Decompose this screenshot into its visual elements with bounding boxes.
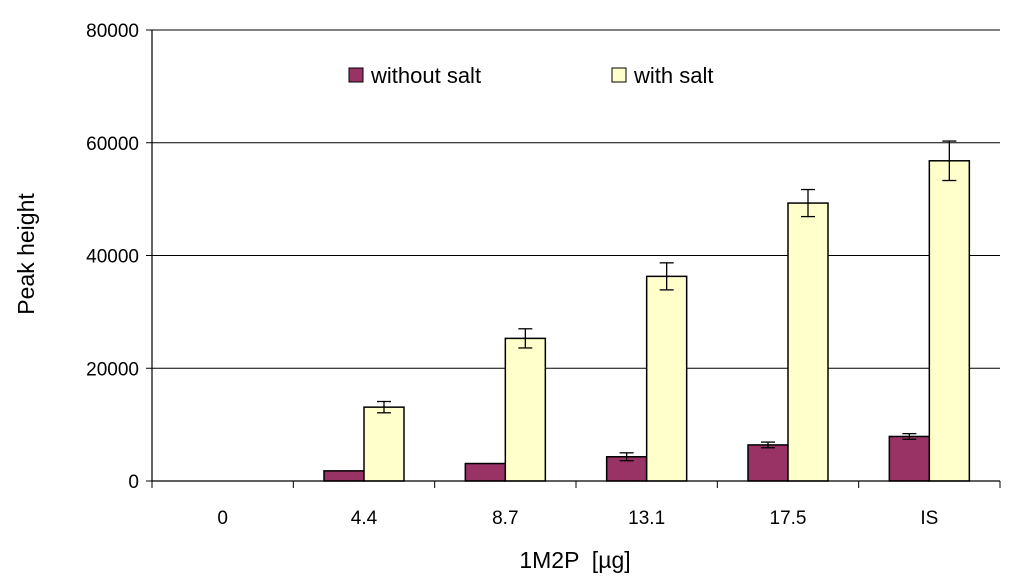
legend: without salt with salt [348, 63, 713, 88]
bars [323, 140, 971, 482]
bar-without-salt-8_7 [464, 462, 507, 482]
y-axis-title: Peak height [13, 193, 39, 315]
y-tick-label: 0 [128, 472, 139, 493]
gridlines [152, 29, 1000, 369]
x-tick-label: 17.5 [770, 508, 807, 529]
y-tick-label: 40000 [86, 247, 139, 268]
bar-with-salt-13_1 [645, 275, 688, 482]
bar-with-salt-4_4 [363, 406, 405, 482]
bar-without-salt-4_4 [323, 470, 365, 482]
legend-label-without-salt: without salt [370, 63, 481, 88]
x-tick-label: 4.4 [351, 508, 378, 529]
axes: 0 20000 40000 60000 80000 0 4.4 8.7 13.1 17.5 IS [86, 21, 1001, 529]
bar-with-salt-17_5 [787, 202, 829, 482]
bar-with-salt-8_7 [504, 337, 547, 482]
legend-swatch-without-salt [348, 67, 364, 83]
x-tick-label: 8.7 [492, 508, 518, 529]
x-tick-label: 0 [217, 508, 228, 529]
y-tick-label: 60000 [86, 134, 139, 155]
x-tick-label: IS [920, 508, 938, 529]
bar-without-salt-17_5 [747, 444, 789, 482]
x-axis-title: 1M2P [µg] [519, 547, 630, 573]
bar-with-salt-IS [928, 160, 971, 482]
legend-swatch-with-salt [611, 67, 627, 83]
legend-label-with-salt: with salt [633, 63, 713, 88]
bar-without-salt-IS [888, 435, 931, 482]
y-tick-label: 80000 [86, 21, 139, 42]
y-tick-label: 20000 [86, 359, 139, 380]
x-tick-label: 13.1 [628, 508, 665, 529]
